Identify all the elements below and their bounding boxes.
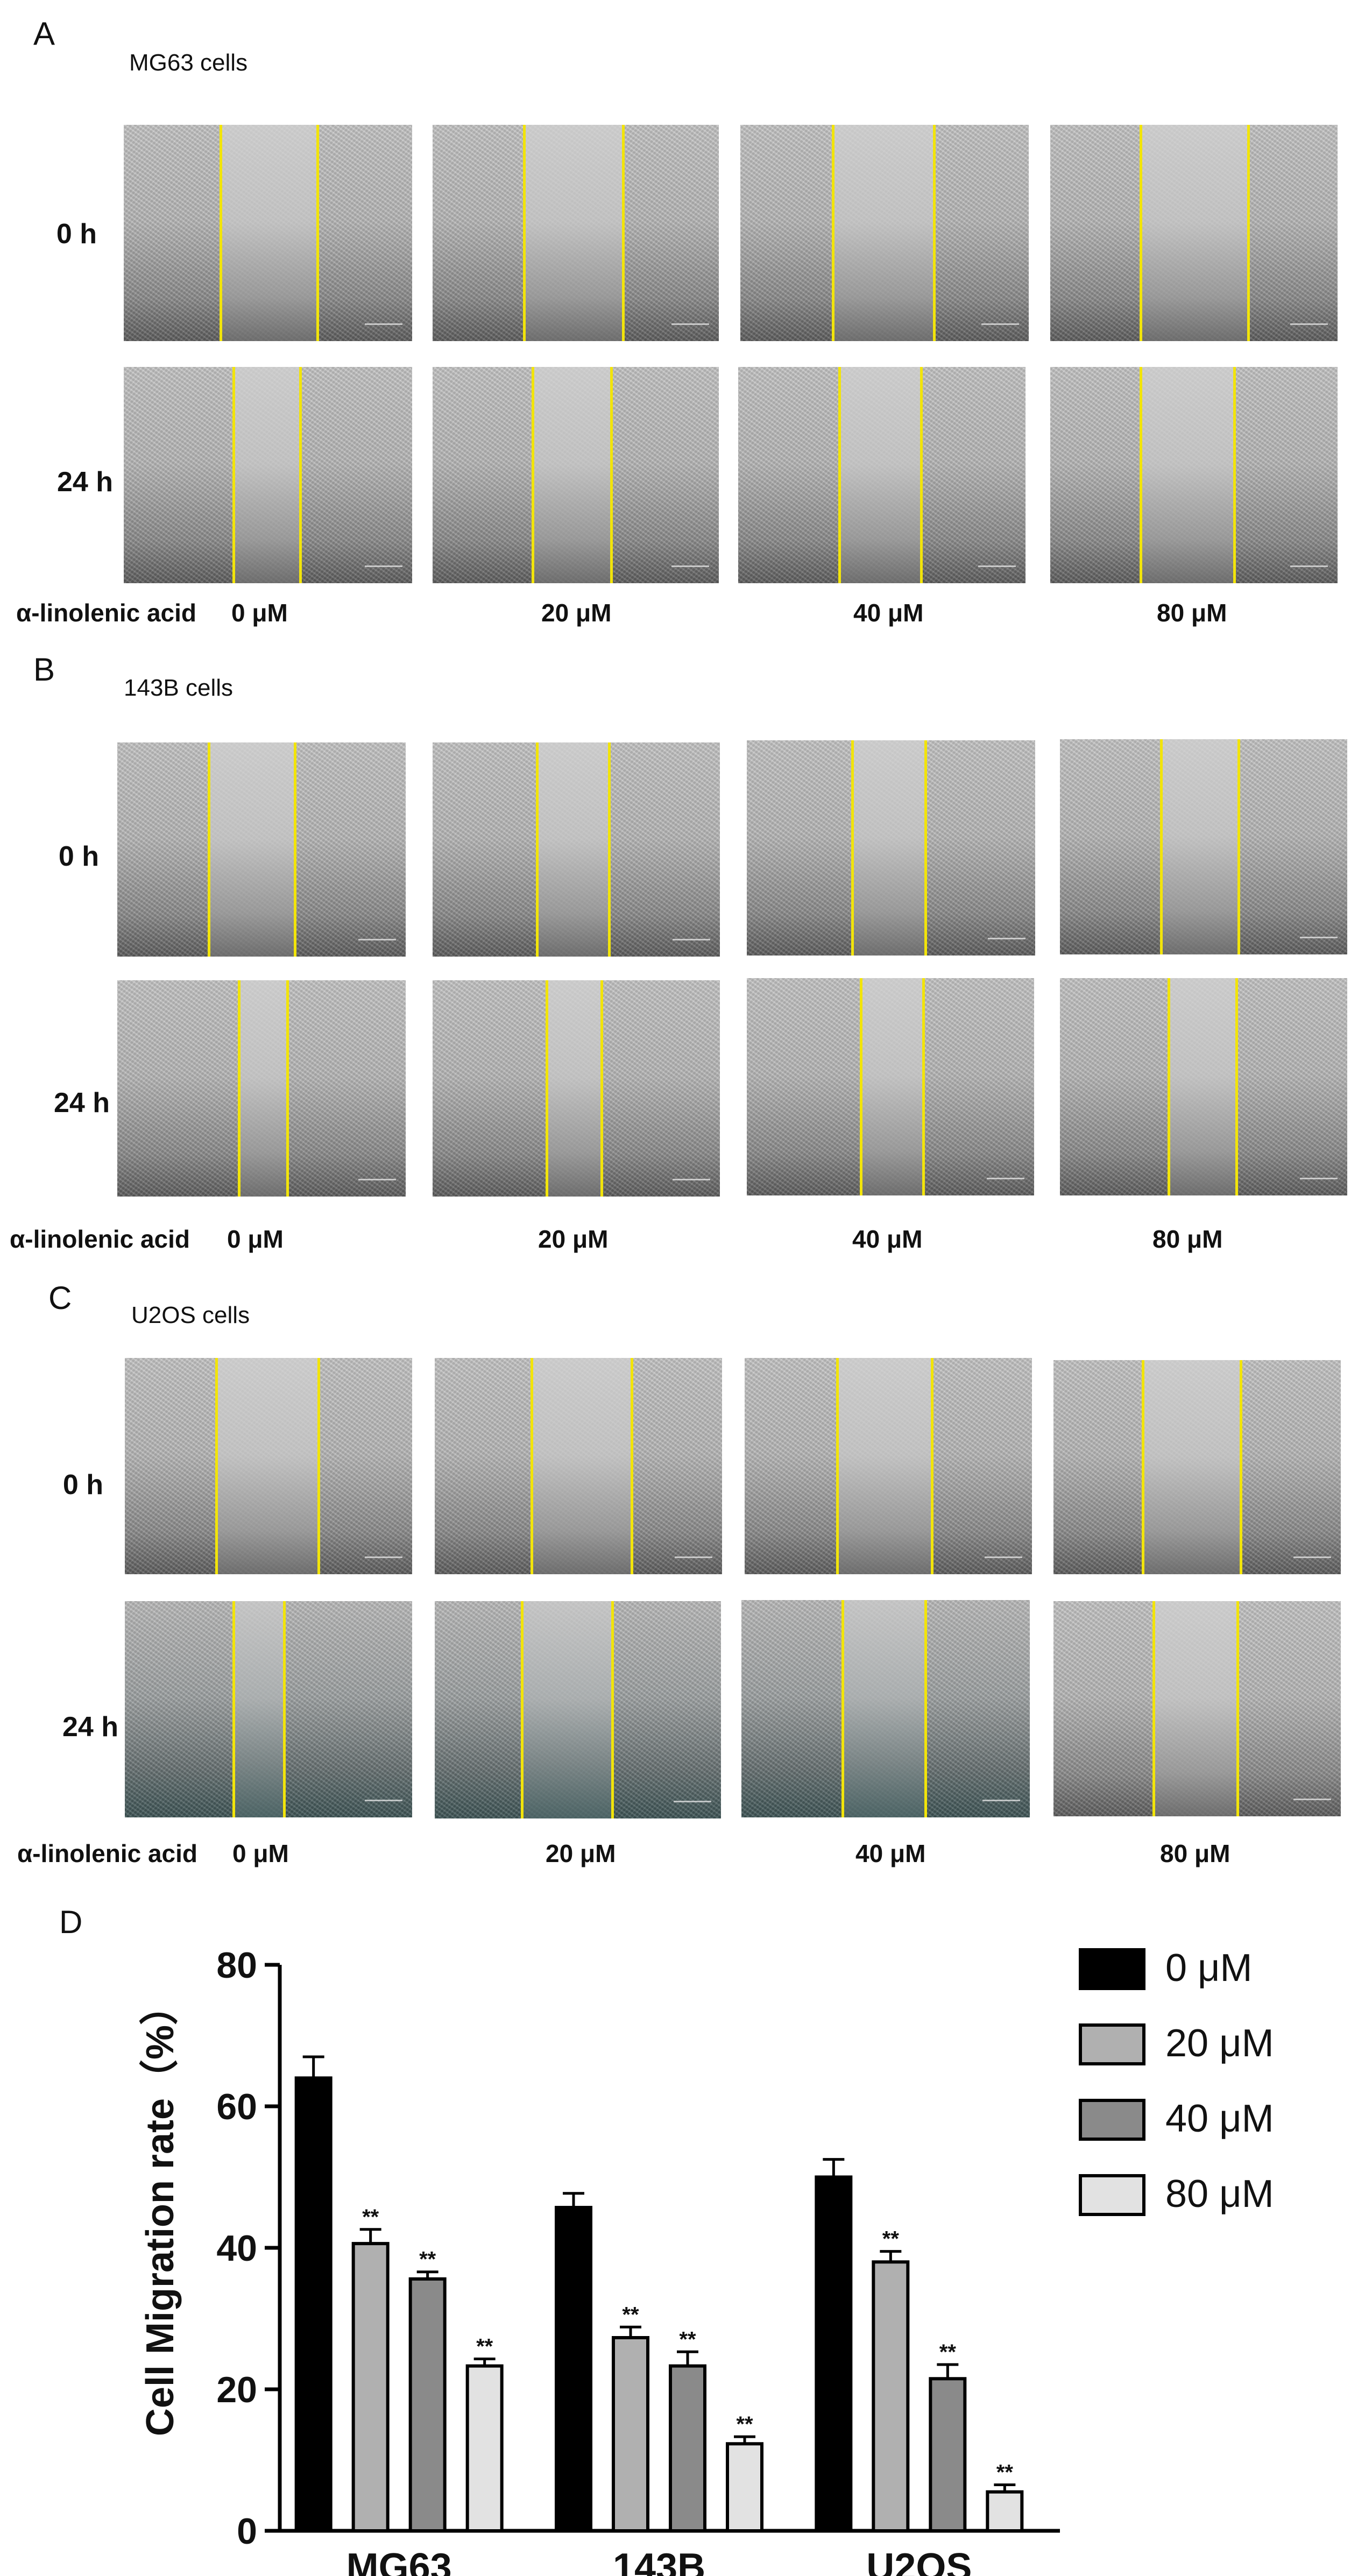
bar-u2os-2 bbox=[929, 2377, 967, 2533]
micrograph-a-24h-40um bbox=[738, 367, 1026, 583]
panel-letter-b: B bbox=[33, 652, 55, 688]
significance-u2os-1: ** bbox=[882, 2227, 900, 2251]
panel-c-title: U2OS cells bbox=[131, 1302, 250, 1328]
bar-143b-1 bbox=[612, 2336, 649, 2532]
conc-label-a-0: 0 μM bbox=[231, 599, 288, 627]
micrograph-b-24h-20um bbox=[433, 980, 720, 1197]
legend-label-1: 20 μM bbox=[1165, 2022, 1274, 2065]
migration-rate-bar-chart: Cell Migration rate（%） 0 20 40 60 80 MG63 143B… bbox=[139, 1945, 1274, 2576]
legend-label-3: 80 μM bbox=[1165, 2172, 1274, 2216]
bar-143b-2 bbox=[669, 2364, 706, 2532]
bar-u2os-1 bbox=[872, 2260, 910, 2532]
significance-mg63-3: ** bbox=[476, 2334, 493, 2358]
conc-label-c-40: 40 μM bbox=[855, 1839, 926, 1867]
conc-label-b-20: 20 μM bbox=[538, 1225, 609, 1253]
significance-mg63-2: ** bbox=[419, 2248, 436, 2271]
micrograph-c-24h-40um bbox=[741, 1600, 1030, 1817]
panel-letter-c: C bbox=[48, 1280, 72, 1316]
legend-swatch-2 bbox=[1079, 2099, 1145, 2141]
conc-label-a-20: 20 μM bbox=[541, 599, 612, 627]
bar-mg63-2 bbox=[408, 2277, 447, 2532]
micrograph-a-24h-0um bbox=[124, 367, 412, 583]
conc-label-c-80: 80 μM bbox=[1160, 1839, 1230, 1867]
y-tick-label-20: 20 bbox=[216, 2369, 257, 2410]
treatment-label-a: α-linolenic acid bbox=[16, 599, 197, 627]
micrograph-c-0h-20um bbox=[435, 1358, 722, 1574]
micrograph-c-24h-20um bbox=[435, 1601, 721, 1818]
micrograph-c-0h-0um bbox=[125, 1358, 412, 1574]
micrograph-c-24h-0um bbox=[125, 1601, 412, 1817]
conc-label-b-0: 0 μM bbox=[227, 1225, 284, 1253]
y-axis-label: Cell Migration rate（%） bbox=[139, 1986, 182, 2436]
conc-label-a-40: 40 μM bbox=[853, 599, 924, 627]
panel-letter-a: A bbox=[33, 16, 55, 52]
micrograph-b-24h-80um bbox=[1060, 978, 1347, 1195]
legend-label-2: 40 μM bbox=[1165, 2097, 1274, 2140]
row-label-0h-c: 0 h bbox=[62, 1469, 103, 1501]
conc-label-a-80: 80 μM bbox=[1157, 599, 1227, 627]
x-tick-label-mg63: MG63 bbox=[346, 2546, 452, 2576]
panel-letter-d: D bbox=[59, 1904, 83, 1940]
row-label-24h-b: 24 h bbox=[53, 1087, 110, 1119]
treatment-label-b: α-linolenic acid bbox=[10, 1225, 190, 1253]
y-tick-label-60: 60 bbox=[216, 2086, 257, 2127]
micrograph-a-0h-0um bbox=[124, 125, 412, 341]
y-tick-label-80: 80 bbox=[216, 1945, 257, 1986]
legend-swatch-0 bbox=[1079, 1948, 1145, 1990]
y-tick-label-0: 0 bbox=[237, 2511, 257, 2552]
micrograph-c-0h-80um bbox=[1053, 1360, 1341, 1574]
row-label-24h-a: 24 h bbox=[56, 466, 113, 498]
micrograph-b-0h-0um bbox=[117, 742, 406, 957]
row-label-0h-a: 0 h bbox=[56, 218, 97, 250]
legend-label-0: 0 μM bbox=[1165, 1947, 1253, 1990]
bar-143b-3 bbox=[726, 2442, 763, 2532]
bar-mg63-0 bbox=[294, 2076, 333, 2532]
micrograph-b-0h-80um bbox=[1060, 739, 1347, 954]
micrograph-b-24h-0um bbox=[117, 980, 406, 1197]
bar-mg63-1 bbox=[351, 2242, 390, 2532]
significance-u2os-3: ** bbox=[996, 2461, 1014, 2485]
x-tick-label-143b: 143B bbox=[613, 2546, 705, 2576]
micrograph-b-0h-20um bbox=[433, 742, 720, 957]
micrograph-a-0h-40um bbox=[740, 125, 1029, 341]
micrograph-b-24h-40um bbox=[747, 978, 1034, 1195]
legend-swatch-1 bbox=[1079, 2023, 1145, 2065]
micrograph-a-24h-80um bbox=[1050, 367, 1338, 583]
x-tick-label-u2os: U2OS bbox=[866, 2546, 972, 2576]
bar-mg63-3 bbox=[465, 2364, 504, 2532]
panel-a-title: MG63 cells bbox=[129, 49, 248, 76]
bar-u2os-0 bbox=[815, 2175, 853, 2532]
significance-143b-1: ** bbox=[622, 2303, 639, 2326]
bar-143b-0 bbox=[555, 2206, 592, 2532]
conc-label-b-80: 80 μM bbox=[1152, 1225, 1223, 1253]
treatment-label-c: α-linolenic acid bbox=[17, 1839, 198, 1867]
conc-label-c-0: 0 μM bbox=[232, 1839, 289, 1867]
significance-mg63-1: ** bbox=[362, 2205, 379, 2229]
bar-u2os-3 bbox=[986, 2490, 1024, 2533]
conc-label-c-20: 20 μM bbox=[546, 1839, 616, 1867]
significance-143b-2: ** bbox=[679, 2327, 696, 2351]
micrograph-b-0h-40um bbox=[747, 740, 1035, 956]
legend-swatch-3 bbox=[1079, 2174, 1145, 2216]
significance-u2os-2: ** bbox=[939, 2340, 957, 2364]
micrograph-a-24h-20um bbox=[433, 367, 719, 583]
micrograph-c-0h-40um bbox=[745, 1358, 1032, 1574]
panel-b-title: 143B cells bbox=[124, 675, 234, 701]
micrograph-a-0h-80um bbox=[1050, 125, 1338, 341]
y-tick-label-40: 40 bbox=[216, 2228, 257, 2269]
conc-label-b-40: 40 μM bbox=[852, 1225, 923, 1253]
significance-143b-3: ** bbox=[736, 2412, 753, 2436]
row-label-0h-b: 0 h bbox=[58, 841, 99, 872]
micrograph-a-0h-20um bbox=[433, 125, 719, 341]
micrograph-c-24h-80um bbox=[1053, 1601, 1341, 1816]
row-label-24h-c: 24 h bbox=[62, 1711, 118, 1743]
